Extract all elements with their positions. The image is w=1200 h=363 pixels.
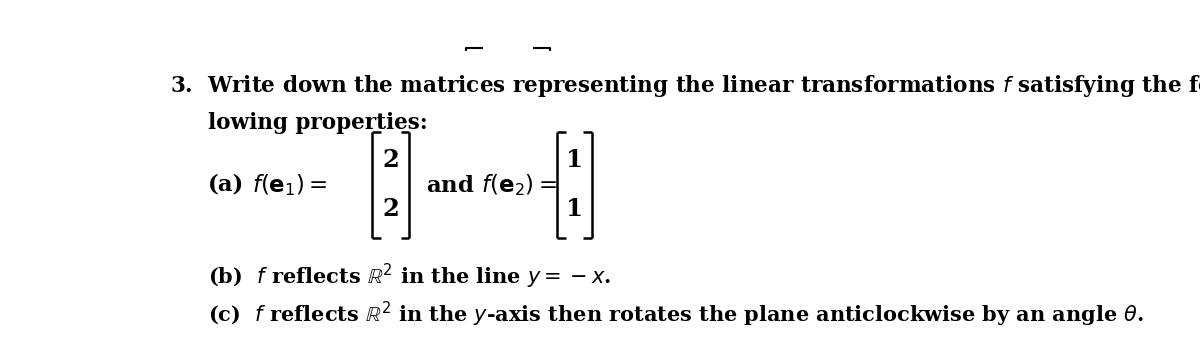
Text: 1: 1 — [566, 148, 583, 172]
Text: 3.  Write down the matrices representing the linear transformations $f$ satisfyi: 3. Write down the matrices representing … — [170, 73, 1200, 99]
Text: (c)  $f$ reflects $\mathbb{R}^2$ in the $y$-axis then rotates the plane anticloc: (c) $f$ reflects $\mathbb{R}^2$ in the $… — [208, 299, 1144, 329]
Text: (a): (a) — [208, 174, 244, 196]
Text: 1: 1 — [566, 197, 583, 221]
Text: (b)  $f$ reflects $\mathbb{R}^2$ in the line $y = -x$.: (b) $f$ reflects $\mathbb{R}^2$ in the l… — [208, 262, 611, 291]
Text: and $f(\mathbf{e}_2) =$: and $f(\mathbf{e}_2) =$ — [426, 172, 557, 198]
Text: 2: 2 — [383, 197, 400, 221]
Text: lowing properties:: lowing properties: — [208, 112, 427, 134]
Text: $f(\mathbf{e}_1) =$: $f(\mathbf{e}_1) =$ — [252, 172, 328, 198]
Text: 2: 2 — [383, 148, 400, 172]
